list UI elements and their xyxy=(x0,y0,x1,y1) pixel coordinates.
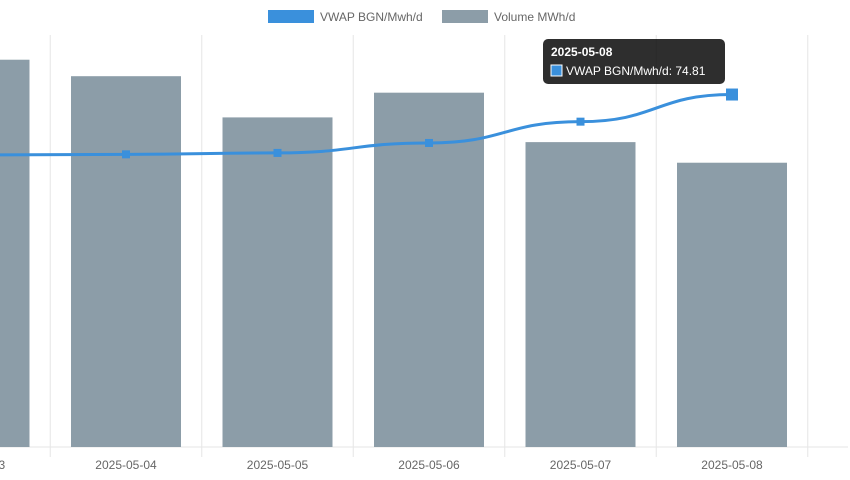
point-vwap[interactable] xyxy=(576,117,585,126)
point-vwap[interactable] xyxy=(425,138,433,147)
point-vwap[interactable] xyxy=(122,150,130,159)
x-tick-label: 2025-05-08 xyxy=(701,458,763,472)
tooltip-box xyxy=(543,39,725,84)
bar-volume[interactable] xyxy=(374,92,484,448)
x-tick-label: 2025-05-03 xyxy=(0,458,6,472)
legend-label-vwap: VWAP BGN/Mwh/d xyxy=(320,10,423,24)
tooltip-title: 2025-05-08 xyxy=(551,45,613,59)
tooltip: 2025-05-08 VWAP BGN/Mwh/d: 74.81 xyxy=(543,39,725,84)
x-tick-label: 2025-05-04 xyxy=(95,458,157,472)
bar-volume[interactable] xyxy=(0,59,30,447)
x-tick-label: 2025-05-05 xyxy=(247,458,309,472)
bar-volume[interactable] xyxy=(677,162,787,447)
tooltip-label: VWAP BGN/Mwh/d: 74.81 xyxy=(566,64,706,78)
legend-swatch-vwap xyxy=(268,10,314,23)
bar-volume[interactable] xyxy=(71,76,181,447)
point-vwap[interactable] xyxy=(273,148,282,157)
legend-item-vwap[interactable]: VWAP BGN/Mwh/d xyxy=(268,10,423,24)
tooltip-swatch xyxy=(550,64,563,77)
point-vwap-active[interactable] xyxy=(726,88,738,101)
legend: VWAP BGN/Mwh/d Volume MWh/d xyxy=(268,10,575,24)
x-tick-label: 2025-05-06 xyxy=(398,458,460,472)
legend-label-volume: Volume MWh/d xyxy=(494,10,575,24)
bar-volume[interactable] xyxy=(222,117,333,448)
legend-swatch-volume xyxy=(442,10,488,23)
line-layer xyxy=(0,88,738,159)
bar-volume[interactable] xyxy=(525,142,636,447)
legend-item-volume[interactable]: Volume MWh/d xyxy=(442,10,575,24)
bar-layer xyxy=(0,59,787,448)
x-axis: 2025-05-03 2025-05-04 2025-05-05 2025-05-06… xyxy=(0,458,763,472)
x-tick-label: 2025-05-07 xyxy=(550,458,612,472)
